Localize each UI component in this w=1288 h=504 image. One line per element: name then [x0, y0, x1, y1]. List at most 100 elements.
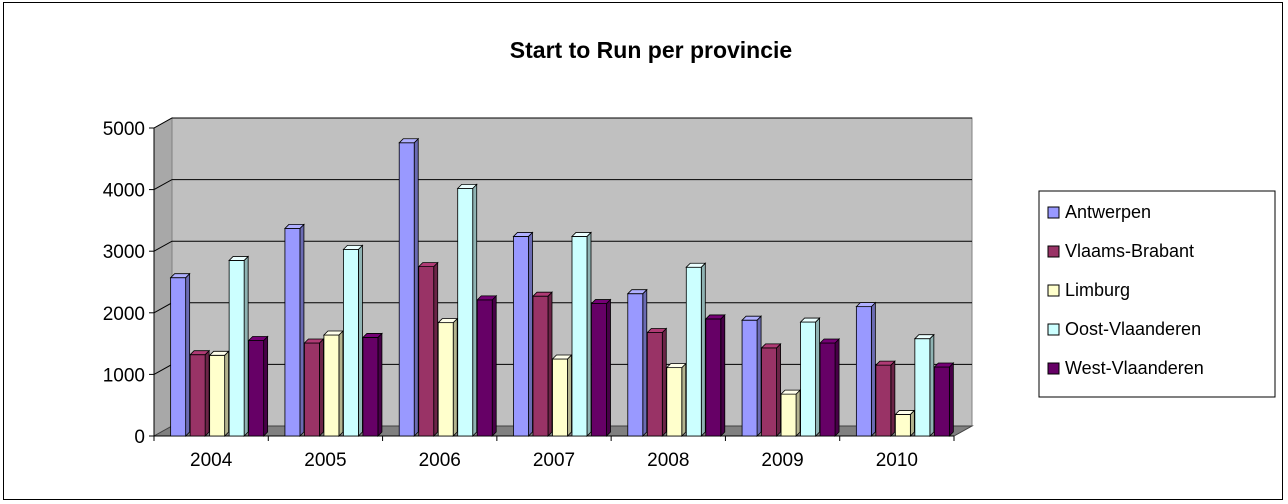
bar-side — [491, 294, 497, 437]
bar — [819, 338, 841, 437]
bar — [169, 272, 191, 437]
bar-top — [780, 389, 802, 395]
bar-side — [720, 313, 726, 437]
bar — [476, 294, 498, 437]
bar — [741, 315, 763, 437]
bar-top — [361, 333, 383, 338]
bar-top — [760, 343, 782, 349]
gridline — [153, 179, 972, 191]
bar-front — [343, 248, 359, 437]
x-tick-label: 2010 — [876, 450, 918, 471]
bar-top — [855, 302, 877, 308]
legend-label: Vlaams-Brabant — [1065, 241, 1194, 261]
bar-top — [685, 262, 707, 268]
bar-front — [819, 342, 836, 437]
legend-label: Oost-Vlaanderen — [1065, 319, 1201, 339]
bar-top — [532, 291, 553, 297]
bar-front — [875, 364, 892, 437]
bar — [799, 317, 821, 437]
bar-top — [512, 232, 534, 237]
x-tick-label: 2004 — [190, 450, 233, 471]
bar-front — [228, 260, 245, 437]
bar — [665, 362, 687, 437]
y-tick-label: 3000 — [103, 242, 145, 263]
bar-top — [799, 317, 821, 323]
gridline — [153, 117, 972, 129]
bar-front — [304, 342, 320, 437]
bar — [361, 332, 383, 437]
bar-side — [700, 262, 706, 437]
bar-front — [741, 319, 758, 437]
bar-top — [894, 410, 916, 415]
bar-top — [933, 362, 955, 368]
bar — [283, 223, 305, 437]
bar-side — [642, 288, 648, 437]
x-tick-label: 2007 — [533, 450, 575, 471]
bar — [780, 389, 802, 437]
bar-side — [452, 317, 458, 437]
bar-side — [185, 272, 191, 437]
bar-top — [456, 183, 478, 189]
bar-side — [606, 298, 611, 437]
bar-front — [532, 295, 549, 437]
bar-side — [776, 342, 781, 437]
legend-label: Limburg — [1065, 280, 1130, 300]
bar-side — [338, 330, 344, 437]
bar-side — [358, 244, 363, 437]
gridline — [153, 240, 972, 252]
bar-top — [476, 295, 498, 301]
bar-side — [224, 350, 230, 437]
bar-front — [418, 266, 435, 437]
bar-front — [666, 367, 683, 437]
bar-front — [209, 354, 226, 437]
bar-front — [323, 334, 340, 437]
bar — [303, 338, 325, 437]
bar — [894, 409, 916, 437]
legend-swatch — [1047, 206, 1060, 219]
bar — [189, 349, 211, 437]
bar-side — [547, 291, 553, 437]
bar-side — [681, 362, 687, 437]
bar-top — [228, 256, 250, 261]
bar-top — [437, 318, 459, 324]
bar-front — [800, 321, 816, 437]
bar-side — [929, 333, 935, 437]
y-axis-ticks: 0 1000 2000 3000 4000 5000 — [103, 119, 154, 448]
bar-top — [342, 244, 364, 250]
bar-top — [551, 354, 573, 360]
x-tick-label: 2006 — [419, 450, 461, 471]
bar-top — [704, 314, 726, 320]
bar-side — [756, 315, 762, 437]
bar-side — [204, 349, 210, 437]
bar-front — [170, 277, 187, 437]
bar-top — [169, 273, 191, 279]
bar — [437, 317, 459, 437]
bar-front — [476, 299, 493, 437]
legend-swatch — [1047, 245, 1060, 258]
bar-top — [417, 262, 439, 268]
bar — [913, 333, 935, 437]
bar — [685, 262, 707, 437]
bar-top — [665, 363, 687, 369]
bar-top — [283, 224, 305, 229]
bar — [760, 342, 782, 437]
bar-side — [472, 183, 478, 437]
bar-top — [189, 350, 211, 356]
legend-label: West-Vlaanderen — [1065, 358, 1204, 378]
y-tick-label: 4000 — [103, 181, 145, 202]
legend: Antwerpen Vlaams-Brabant Limburg Oost-Vlaan… — [1038, 190, 1276, 398]
bar-side — [263, 335, 269, 437]
bar-side — [567, 354, 572, 437]
bar-front — [761, 347, 777, 437]
bar — [228, 255, 250, 437]
bar-side — [377, 332, 383, 437]
bar-front — [189, 354, 206, 437]
bar-front — [398, 142, 415, 437]
bar — [398, 137, 420, 437]
bar-side — [834, 338, 840, 437]
bar-front — [552, 358, 568, 437]
bar — [571, 231, 592, 437]
bar — [342, 244, 364, 437]
chart-frame: Start to Run per provincie 0 1000 2000 3000… — [3, 2, 1283, 500]
bar — [512, 231, 534, 437]
